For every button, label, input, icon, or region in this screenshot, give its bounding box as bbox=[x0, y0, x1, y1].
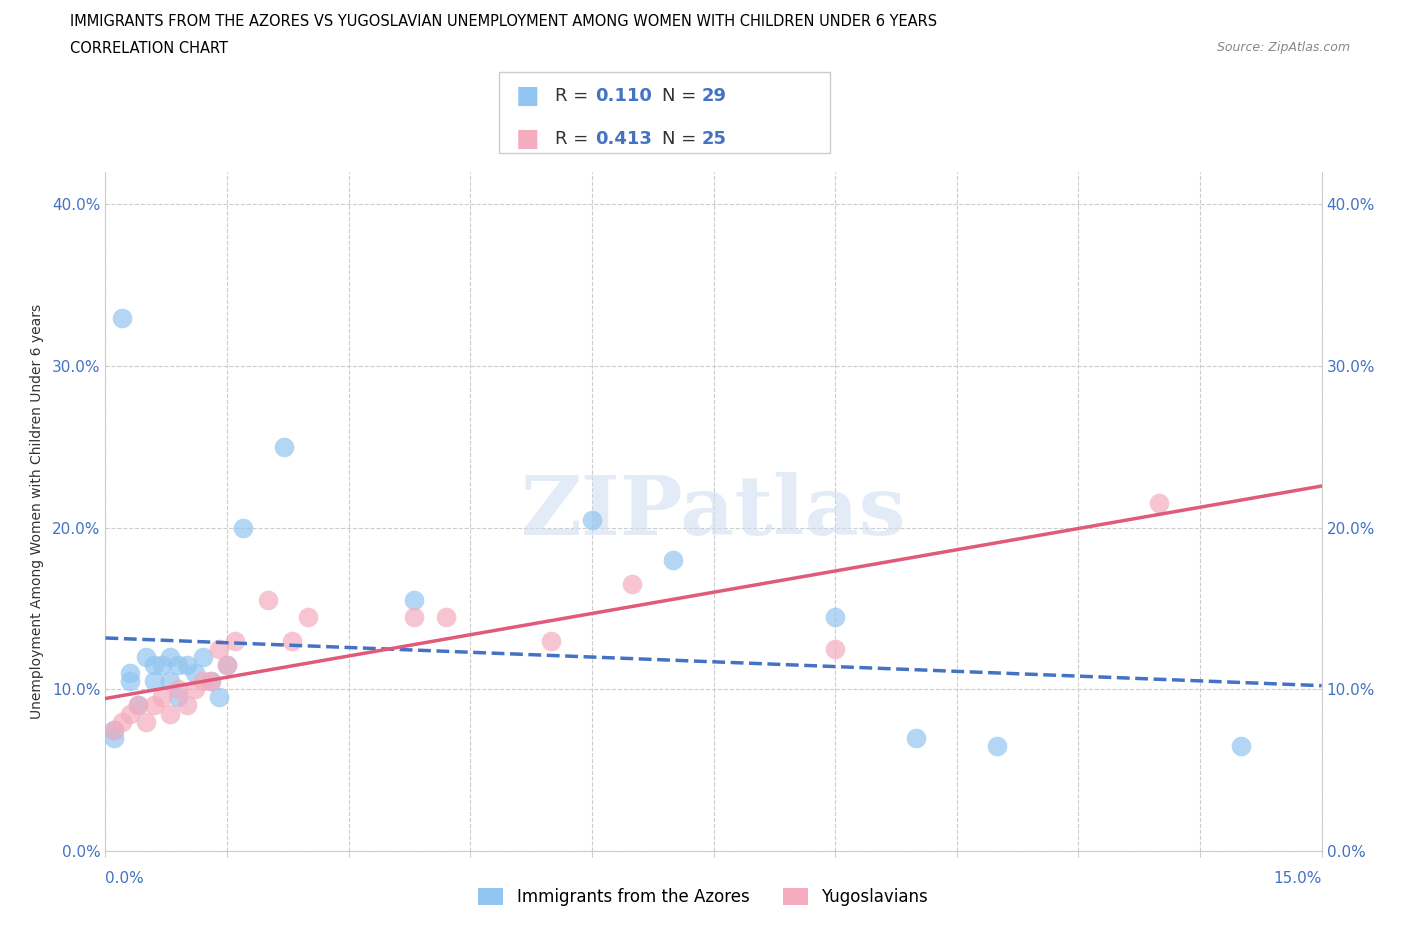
Point bbox=[176, 658, 198, 672]
Point bbox=[281, 633, 304, 648]
Point bbox=[143, 658, 166, 672]
Text: 25: 25 bbox=[702, 129, 727, 148]
Point bbox=[273, 439, 295, 454]
Point bbox=[111, 714, 134, 729]
Text: 0.0%: 0.0% bbox=[105, 871, 145, 886]
Point bbox=[103, 723, 125, 737]
Text: ■: ■ bbox=[516, 126, 540, 151]
Text: CORRELATION CHART: CORRELATION CHART bbox=[70, 41, 228, 56]
Point bbox=[256, 593, 278, 608]
Text: 29: 29 bbox=[702, 86, 727, 105]
Point bbox=[905, 730, 928, 745]
Point bbox=[191, 674, 214, 689]
Y-axis label: Unemployment Among Women with Children Under 6 years: Unemployment Among Women with Children U… bbox=[30, 304, 44, 719]
Point bbox=[232, 520, 254, 535]
Text: ZIPatlas: ZIPatlas bbox=[520, 472, 907, 551]
Point bbox=[103, 730, 125, 745]
Point bbox=[224, 633, 246, 648]
Point bbox=[621, 577, 644, 591]
Point bbox=[159, 674, 181, 689]
Point bbox=[208, 642, 231, 657]
Point bbox=[167, 658, 190, 672]
Point bbox=[183, 666, 205, 681]
Text: 0.110: 0.110 bbox=[595, 86, 651, 105]
Point bbox=[1149, 496, 1171, 511]
Point bbox=[986, 738, 1008, 753]
Point bbox=[824, 609, 846, 624]
Point bbox=[118, 666, 141, 681]
Point bbox=[183, 682, 205, 697]
Point bbox=[402, 609, 425, 624]
Text: 0.413: 0.413 bbox=[595, 129, 651, 148]
Point bbox=[150, 658, 173, 672]
Text: N =: N = bbox=[662, 129, 702, 148]
Text: ■: ■ bbox=[516, 84, 540, 108]
Point bbox=[176, 698, 198, 713]
Text: Source: ZipAtlas.com: Source: ZipAtlas.com bbox=[1216, 41, 1350, 54]
Text: R =: R = bbox=[555, 86, 595, 105]
Point bbox=[217, 658, 239, 672]
Point bbox=[434, 609, 457, 624]
Point bbox=[127, 698, 149, 713]
Point bbox=[208, 690, 231, 705]
Point bbox=[111, 310, 134, 325]
Legend: Immigrants from the Azores, Yugoslavians: Immigrants from the Azores, Yugoslavians bbox=[471, 881, 935, 912]
Text: N =: N = bbox=[662, 86, 702, 105]
Text: R =: R = bbox=[555, 129, 595, 148]
Point bbox=[662, 552, 685, 567]
Point bbox=[118, 706, 141, 721]
Point bbox=[200, 674, 222, 689]
Point bbox=[159, 649, 181, 664]
Point bbox=[127, 698, 149, 713]
Point bbox=[1229, 738, 1251, 753]
Point bbox=[191, 649, 214, 664]
Point bbox=[824, 642, 846, 657]
Point bbox=[143, 698, 166, 713]
Point bbox=[167, 690, 190, 705]
Point bbox=[135, 714, 157, 729]
Point bbox=[200, 674, 222, 689]
Point bbox=[118, 674, 141, 689]
Point bbox=[167, 682, 190, 697]
Point bbox=[402, 593, 425, 608]
Point bbox=[135, 649, 157, 664]
Point bbox=[297, 609, 319, 624]
Point bbox=[143, 674, 166, 689]
Point bbox=[581, 512, 603, 527]
Point bbox=[103, 723, 125, 737]
Text: 15.0%: 15.0% bbox=[1274, 871, 1322, 886]
Point bbox=[217, 658, 239, 672]
Point bbox=[159, 706, 181, 721]
Point bbox=[150, 690, 173, 705]
Point bbox=[540, 633, 562, 648]
Text: IMMIGRANTS FROM THE AZORES VS YUGOSLAVIAN UNEMPLOYMENT AMONG WOMEN WITH CHILDREN: IMMIGRANTS FROM THE AZORES VS YUGOSLAVIA… bbox=[70, 14, 938, 29]
